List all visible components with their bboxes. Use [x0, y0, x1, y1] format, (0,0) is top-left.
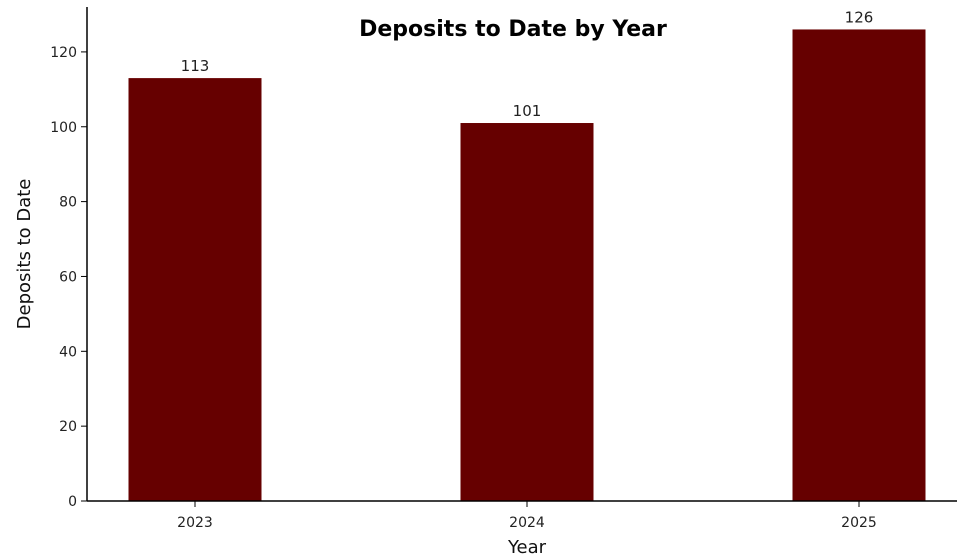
y-tick-label: 0	[68, 494, 77, 510]
y-tick-label: 40	[59, 344, 77, 360]
chart-title: Deposits to Date by Year	[359, 17, 667, 42]
bar-2024	[460, 123, 594, 502]
y-tick-label: 20	[59, 419, 77, 435]
data-label-2025: 126	[845, 8, 874, 26]
x-tick-label-2025: 2025	[841, 515, 877, 531]
x-axis-label: Year	[507, 537, 547, 557]
y-tick-label: 60	[59, 269, 77, 285]
x-tick-label-2023: 2023	[177, 515, 213, 531]
y-tick-label: 80	[59, 195, 77, 211]
bar-2023	[128, 78, 262, 501]
bar-2025	[792, 29, 926, 501]
y-tick-label: 100	[50, 120, 77, 136]
bars-group	[128, 29, 926, 502]
data-label-2024: 101	[513, 102, 542, 120]
data-labels-group: 113 101 126	[181, 8, 874, 120]
y-axis-label: Deposits to Date	[14, 179, 35, 330]
y-axis-ticks: 0 20 40 60 80 100 120	[50, 45, 87, 510]
y-tick-label: 120	[50, 45, 77, 61]
data-label-2023: 113	[181, 57, 210, 75]
x-axis-ticks: 2023 2024 2025	[177, 501, 877, 531]
x-tick-label-2024: 2024	[509, 515, 545, 531]
